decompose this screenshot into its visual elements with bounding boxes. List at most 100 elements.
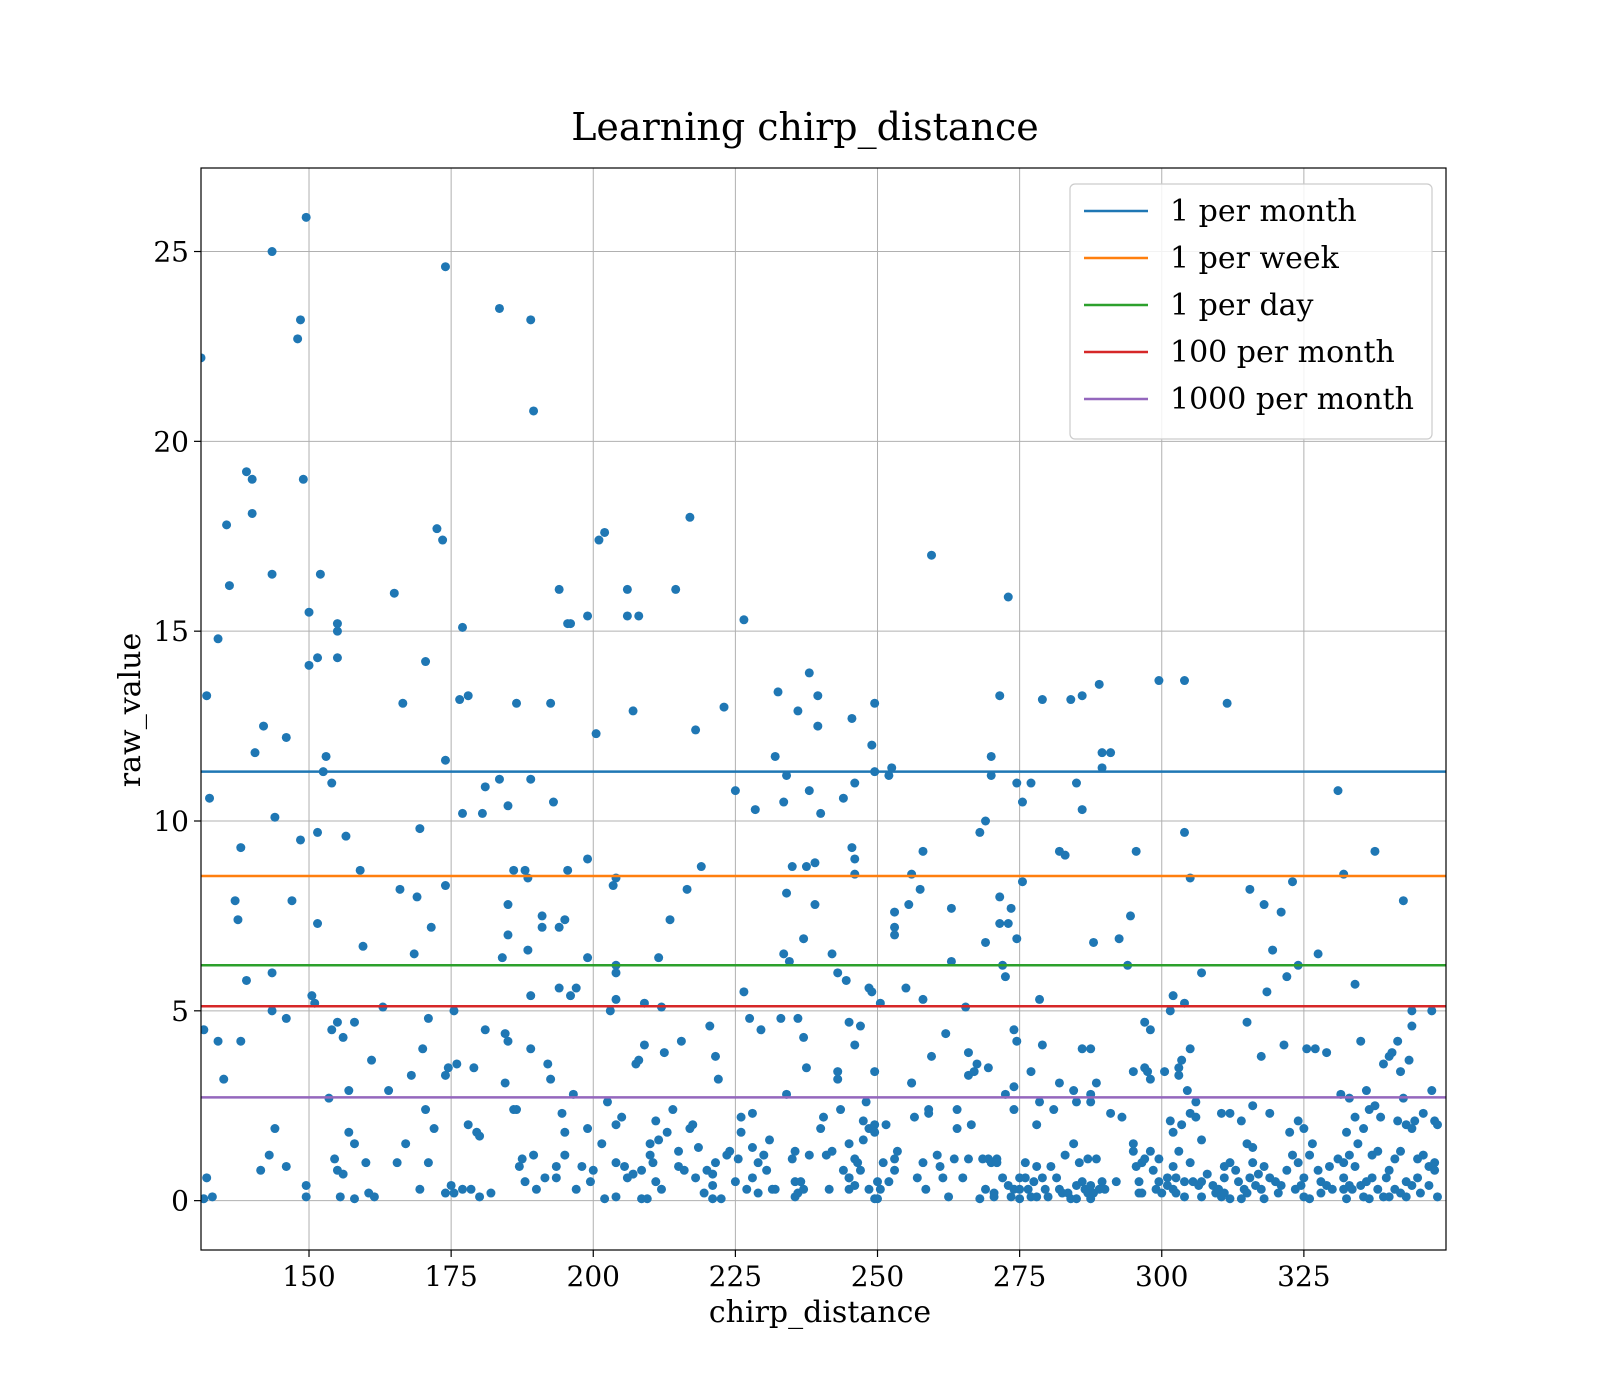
data-point	[250, 748, 260, 758]
data-point	[1248, 1142, 1258, 1152]
x-tick-label: 325	[1277, 1260, 1330, 1293]
data-point	[685, 512, 695, 522]
data-point	[1091, 1154, 1101, 1164]
data-point	[1191, 1112, 1201, 1122]
data-point	[1236, 1194, 1246, 1204]
data-point	[1197, 1177, 1207, 1187]
data-point	[927, 550, 937, 560]
data-point	[793, 1013, 803, 1023]
legend: 1 per month 1 per week 1 per day 100 per mo…	[1069, 183, 1433, 440]
data-point	[1393, 1036, 1403, 1046]
data-point	[986, 751, 996, 761]
data-point	[1168, 1127, 1178, 1137]
data-point	[1168, 991, 1178, 1001]
data-point	[1174, 1063, 1184, 1073]
data-point	[421, 1105, 431, 1115]
data-point	[440, 1070, 450, 1080]
data-point	[548, 797, 558, 807]
data-point	[801, 1063, 811, 1073]
data-point	[330, 1154, 340, 1164]
data-point	[972, 1059, 982, 1069]
data-point	[1268, 945, 1278, 955]
data-point	[332, 1017, 342, 1027]
data-point	[1413, 1173, 1423, 1183]
data-point	[1376, 1112, 1386, 1122]
data-point	[773, 687, 783, 697]
legend-box	[1069, 183, 1433, 440]
data-point	[901, 983, 911, 993]
data-point	[838, 1165, 848, 1175]
data-point	[799, 1184, 809, 1194]
data-point	[981, 1184, 991, 1194]
data-point	[440, 755, 450, 765]
data-point	[1185, 1158, 1195, 1168]
data-point	[1091, 1078, 1101, 1088]
data-point	[924, 1105, 934, 1115]
data-point	[659, 1048, 669, 1058]
data-point	[1125, 911, 1135, 921]
data-point	[634, 1055, 644, 1065]
data-point	[512, 698, 522, 708]
data-point	[1344, 1150, 1354, 1160]
data-point	[779, 797, 789, 807]
data-point	[517, 1154, 527, 1164]
data-point	[1134, 1177, 1144, 1187]
data-point	[1359, 1124, 1369, 1134]
data-point	[503, 1036, 513, 1046]
data-point	[620, 1161, 630, 1171]
data-point	[1165, 1116, 1175, 1126]
data-point	[440, 262, 450, 272]
data-point	[853, 1158, 863, 1168]
data-point	[813, 691, 823, 701]
data-point	[264, 1150, 274, 1160]
data-point	[921, 1184, 931, 1194]
data-point	[605, 1006, 615, 1016]
data-point	[850, 869, 860, 879]
data-point	[1077, 1044, 1087, 1054]
data-point	[301, 1192, 311, 1202]
data-point	[793, 706, 803, 716]
data-point	[1234, 1177, 1243, 1187]
data-point	[1009, 1025, 1019, 1035]
data-point	[429, 1124, 439, 1134]
data-point	[1347, 1184, 1357, 1194]
data-point	[1185, 1044, 1195, 1054]
data-point	[870, 1127, 880, 1137]
data-point	[540, 1173, 550, 1183]
data-point	[219, 1074, 229, 1084]
data-point	[1342, 1194, 1352, 1204]
data-point	[1225, 1108, 1235, 1118]
data-point	[213, 1036, 223, 1046]
data-point	[236, 843, 246, 853]
data-point	[719, 702, 729, 712]
data-point	[1017, 877, 1027, 887]
data-point	[1398, 896, 1408, 906]
data-point	[466, 1184, 476, 1194]
data-point	[688, 1120, 698, 1130]
data-point	[1097, 1177, 1107, 1187]
data-point	[952, 1124, 962, 1134]
data-point	[833, 1074, 843, 1084]
data-point	[395, 884, 405, 894]
data-point	[890, 1165, 900, 1175]
data-point	[1432, 1120, 1442, 1130]
data-point	[440, 1188, 450, 1198]
data-point	[1307, 1139, 1317, 1149]
data-point	[1407, 1021, 1417, 1031]
data-point	[1015, 1194, 1025, 1204]
x-axis-label: chirp_distance	[709, 1295, 931, 1330]
data-point	[1219, 1173, 1229, 1183]
data-point	[705, 1021, 715, 1031]
data-point	[241, 467, 251, 477]
data-point	[1160, 1067, 1170, 1077]
data-point	[1293, 1116, 1303, 1126]
data-point	[202, 691, 212, 701]
data-point	[1407, 1124, 1417, 1134]
data-point	[654, 1135, 664, 1145]
data-point	[529, 406, 539, 416]
data-point	[1418, 1108, 1428, 1118]
data-point	[753, 1158, 763, 1168]
data-point	[1256, 1051, 1266, 1061]
legend-label: 1 per month	[1170, 194, 1357, 229]
data-point	[699, 1188, 709, 1198]
